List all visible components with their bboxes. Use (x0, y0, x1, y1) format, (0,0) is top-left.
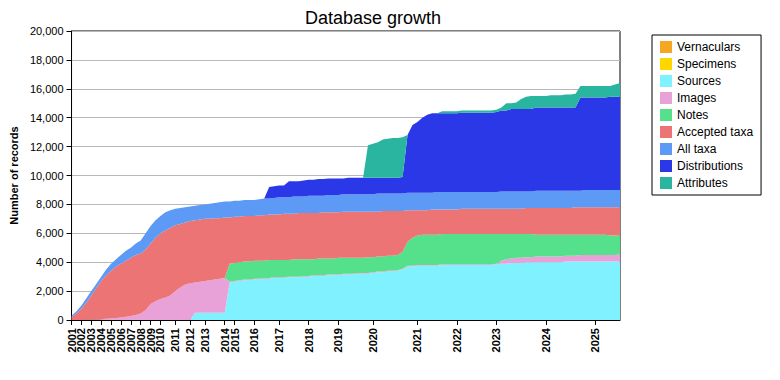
svg-text:2018: 2018 (303, 328, 315, 352)
svg-text:8,000: 8,000 (36, 198, 64, 210)
svg-text:Database growth: Database growth (305, 8, 441, 28)
svg-text:14,000: 14,000 (30, 112, 64, 124)
svg-text:Notes: Notes (677, 108, 708, 122)
svg-text:Distributions: Distributions (677, 159, 743, 173)
svg-text:2015: 2015 (229, 328, 241, 352)
svg-text:2001: 2001 (65, 328, 78, 353)
svg-text:2,000: 2,000 (36, 285, 64, 297)
svg-text:6,000: 6,000 (36, 227, 64, 239)
svg-text:0: 0 (57, 314, 63, 326)
svg-text:Vernaculars: Vernaculars (677, 40, 740, 54)
svg-text:2017: 2017 (273, 328, 285, 352)
svg-text:2019: 2019 (332, 328, 344, 352)
svg-text:Attributes: Attributes (677, 176, 728, 190)
svg-text:Accepted taxa: Accepted taxa (677, 125, 753, 139)
svg-text:2025: 2025 (589, 328, 601, 352)
svg-text:20,000: 20,000 (30, 25, 64, 37)
svg-text:2010: 2010 (154, 328, 166, 352)
svg-text:2016: 2016 (248, 328, 260, 352)
svg-text:2003: 2003 (85, 328, 98, 353)
svg-text:2008: 2008 (134, 328, 147, 353)
svg-text:2002: 2002 (75, 328, 88, 353)
svg-text:2020: 2020 (367, 328, 379, 352)
svg-text:2024: 2024 (540, 327, 552, 352)
svg-text:10,000: 10,000 (30, 170, 64, 182)
svg-text:16,000: 16,000 (30, 83, 64, 95)
svg-text:Images: Images (677, 91, 716, 105)
svg-text:18,000: 18,000 (30, 54, 64, 66)
svg-text:2007: 2007 (124, 328, 137, 353)
svg-text:2009: 2009 (144, 328, 157, 353)
svg-text:Number of records: Number of records (8, 126, 20, 224)
svg-text:4,000: 4,000 (36, 256, 64, 268)
svg-text:2013: 2013 (199, 328, 211, 352)
svg-text:Specimens: Specimens (677, 57, 736, 71)
svg-text:All taxa: All taxa (677, 142, 717, 156)
svg-text:2023: 2023 (490, 328, 502, 352)
svg-text:2005: 2005 (105, 328, 118, 353)
svg-text:2014: 2014 (218, 328, 231, 353)
svg-text:Sources: Sources (677, 74, 721, 88)
svg-text:2004: 2004 (95, 328, 108, 353)
svg-text:2011: 2011 (169, 328, 181, 352)
svg-text:2022: 2022 (451, 328, 463, 352)
svg-text:2012: 2012 (184, 328, 196, 352)
svg-text:12,000: 12,000 (30, 141, 64, 153)
svg-text:2021: 2021 (411, 328, 423, 352)
svg-text:2006: 2006 (115, 328, 127, 353)
